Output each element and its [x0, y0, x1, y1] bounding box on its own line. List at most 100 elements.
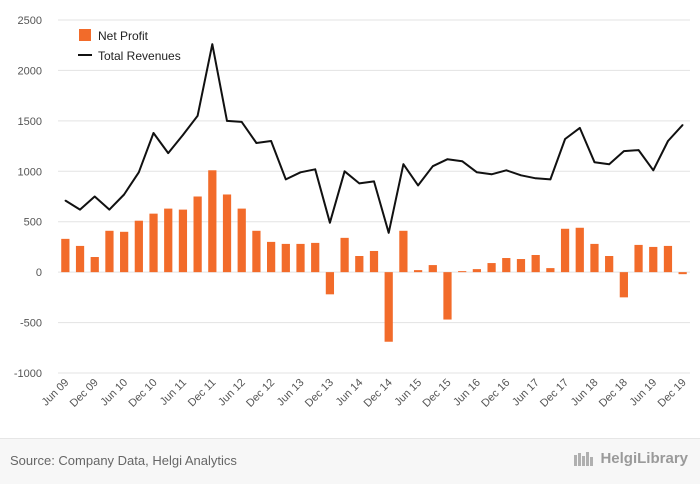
brand-logo[interactable]: HelgiLibrary [573, 450, 688, 467]
x-tick-label: Dec 19 [656, 377, 689, 410]
total-revenues-point [387, 232, 390, 234]
net-profit-bar [575, 227, 584, 273]
x-tick-label: Dec 17 [538, 377, 571, 410]
total-revenues-point [490, 173, 493, 176]
net-profit-bar [369, 250, 379, 273]
source-text: Source: Company Data, Helgi Analytics [10, 453, 237, 468]
total-revenues-point [123, 193, 125, 196]
total-revenues-point [652, 169, 655, 172]
y-tick-label: -500 [20, 318, 42, 330]
net-profit-bar [502, 258, 511, 273]
total-revenues-point [623, 150, 625, 152]
net-profit-bar [61, 238, 70, 273]
net-profit-bar [678, 272, 687, 275]
net-profit-bar [208, 170, 217, 273]
grid-lines [58, 19, 690, 374]
x-tick-label: Jun 13 [275, 377, 307, 409]
total-revenues-point [196, 115, 199, 117]
total-revenues-point [608, 163, 610, 166]
total-revenues-point [476, 171, 478, 174]
net-profit-bar [428, 265, 437, 273]
net-profit-bar [237, 208, 246, 273]
x-tick-label: Dec 10 [127, 377, 160, 410]
library-icon [574, 451, 594, 466]
net-profit-bar [267, 241, 276, 273]
total-revenues-point [417, 184, 419, 187]
y-tick-label: 2500 [18, 15, 42, 27]
net-profit-bar [340, 237, 349, 273]
x-tick-label: Dec 15 [420, 377, 453, 410]
x-tick-label: Dec 14 [362, 377, 395, 410]
total-revenues-point [593, 161, 596, 164]
net-profit-bar [413, 270, 423, 273]
y-tick-label: 500 [24, 217, 42, 229]
legend-net-profit-label: Net Profit [98, 29, 149, 43]
total-revenues-point [329, 221, 331, 224]
brand-name: HelgiLibrary [600, 450, 688, 467]
net-profit-bar [634, 244, 643, 273]
total-revenues-line-group [64, 43, 684, 234]
net-profit-bar [399, 230, 408, 273]
total-revenues-point [240, 121, 243, 123]
x-tick-label: Dec 18 [597, 377, 630, 410]
footer: Source: Company Data, Helgi Analytics He… [0, 438, 700, 484]
x-tick-label: Dec 11 [186, 377, 219, 410]
total-revenues-point [343, 170, 346, 173]
net-profit-bar [546, 268, 555, 273]
total-revenues-point [152, 132, 155, 134]
y-tick-label: 1500 [18, 116, 42, 128]
net-profit-bar [560, 228, 570, 273]
net-profit-bar [443, 272, 452, 320]
net-profit-bar [149, 213, 158, 273]
total-revenues-point [373, 180, 375, 183]
net-profit-bar [178, 209, 188, 273]
total-revenues-point [64, 199, 67, 202]
x-tick-label: Jun 14 [334, 377, 366, 409]
net-profit-bar [222, 194, 232, 273]
net-profit-bar [605, 256, 614, 273]
x-tick-label: Dec 12 [244, 377, 277, 410]
net-profit-bar [75, 245, 85, 273]
total-revenues-point [534, 177, 537, 180]
total-revenues-point [285, 178, 287, 181]
y-tick-label: 1000 [18, 166, 42, 178]
net-profit-bar [458, 271, 467, 273]
net-profit-bar [105, 230, 114, 273]
net-profit-bar [134, 220, 143, 273]
x-tick-label: Jun 09 [40, 377, 72, 409]
x-tick-label: Dec 13 [303, 377, 336, 410]
legend-net-profit-swatch [79, 29, 91, 41]
total-revenues-point [93, 195, 96, 198]
total-revenues-point [461, 160, 463, 162]
x-tick-label: Jun 17 [510, 377, 542, 409]
total-revenues-point [637, 149, 640, 151]
net-profit-bar [355, 256, 364, 273]
y-tick-label: 0 [36, 267, 42, 279]
total-revenues-point [402, 163, 405, 166]
net-profit-bar [619, 272, 628, 298]
net-profit-bar [193, 196, 202, 273]
net-profit-bar [472, 269, 481, 273]
total-revenues-point [520, 174, 522, 177]
net-profit-bars [61, 170, 687, 342]
net-profit-bar [164, 208, 173, 273]
total-revenues-point [255, 142, 258, 144]
total-revenues-point [446, 158, 449, 160]
x-tick-label: Dec 09 [68, 377, 101, 410]
total-revenues-point [182, 134, 184, 136]
total-revenues-point [431, 165, 434, 168]
y-tick-label: -1000 [14, 368, 42, 380]
total-revenues-point [564, 138, 566, 140]
x-tick-label: Dec 16 [479, 377, 512, 410]
total-revenues-point [578, 127, 581, 129]
total-revenues-point [270, 140, 272, 142]
total-revenues-line [64, 43, 684, 234]
x-tick-label: Jun 16 [451, 377, 483, 409]
net-profit-bar [663, 245, 673, 273]
total-revenues-point [299, 171, 302, 174]
x-tick-label: Jun 19 [628, 377, 660, 409]
total-revenues-point [226, 120, 228, 122]
